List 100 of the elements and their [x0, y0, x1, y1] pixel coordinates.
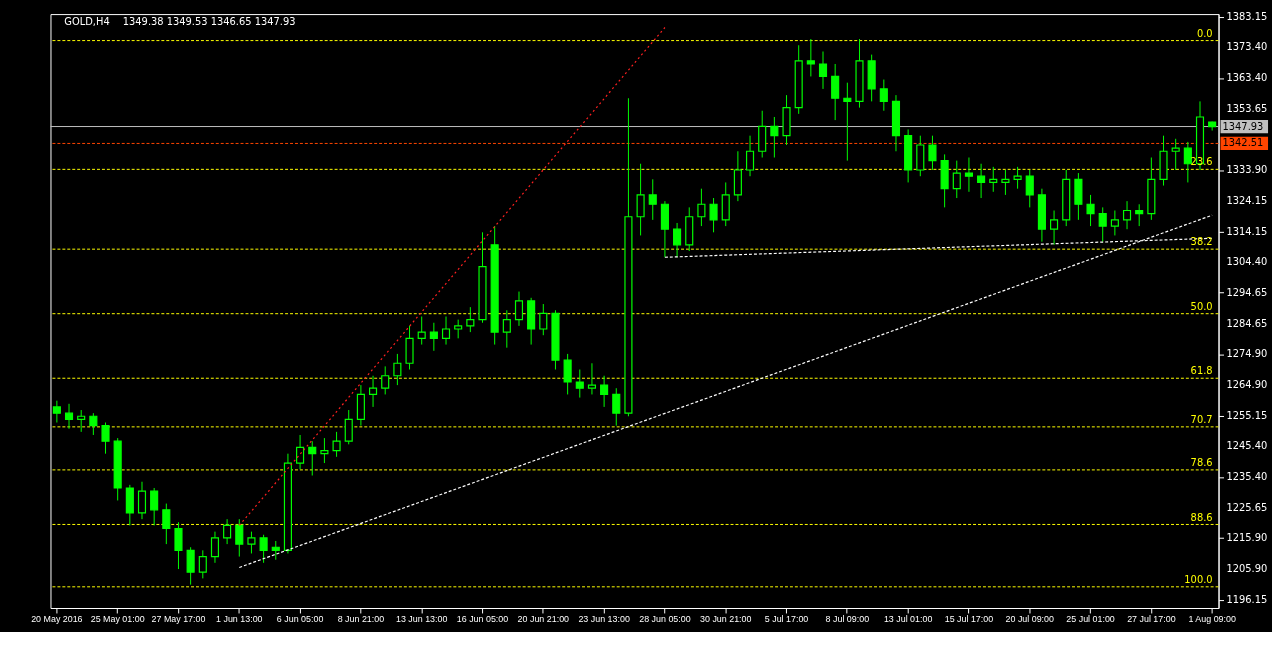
annotation: 100.0: [1184, 573, 1213, 585]
candlestick: [198, 549, 207, 579]
candlestick: [454, 319, 463, 339]
candlestick: [259, 534, 268, 564]
candlestick: [514, 291, 524, 327]
candlestick: [162, 503, 171, 545]
annotation: 0.0: [1196, 27, 1213, 39]
x-tick-label: 25 May 01:00: [90, 614, 145, 625]
candlestick: [1001, 169, 1010, 196]
y-tick-label: 1245.40: [1226, 440, 1268, 452]
candlestick: [1110, 210, 1119, 236]
candlestick: [235, 518, 244, 558]
candlestick: [770, 116, 779, 158]
candlestick: [697, 188, 706, 227]
candlestick: [673, 222, 682, 258]
candlestick: [381, 365, 390, 395]
y-tick-label: 1373.40: [1226, 41, 1268, 53]
x-tick-label: 13 Jun 13:00: [395, 614, 448, 625]
x-tick-label: 15 Jul 17:00: [944, 614, 994, 625]
x-tick-label: 27 May 17:00: [151, 614, 206, 625]
annotation: 61.8: [1190, 365, 1213, 377]
candlestick: [332, 431, 341, 458]
candlestick: [977, 163, 986, 199]
candlestick: [296, 434, 305, 470]
candlestick: [393, 353, 402, 386]
candlestick: [368, 375, 378, 408]
x-tick-label: 8 Jul 09:00: [825, 614, 870, 625]
x-tick-label: 20 Jul 09:00: [1005, 614, 1055, 625]
candlestick: [587, 362, 597, 395]
x-tick-label: 20 Jun 21:00: [517, 614, 570, 625]
candlestick: [879, 79, 888, 112]
x-tick-label: 6 Jun 05:00: [276, 614, 324, 625]
y-tick-label: 1205.90: [1226, 563, 1268, 575]
y-tick-label: 1383.15: [1226, 10, 1268, 22]
candlestick: [186, 546, 195, 586]
y-tick-label: 1264.90: [1226, 379, 1268, 391]
ref-line-label: 1347.93: [1222, 120, 1264, 132]
candlestick: [648, 178, 657, 221]
candlestick: [952, 160, 961, 199]
annotation: 50.0: [1190, 300, 1213, 312]
x-tick-label: 1 Aug 09:00: [1188, 614, 1236, 625]
candlestick: [174, 521, 183, 570]
candlestick: [223, 518, 232, 545]
ref-line-label: 1342.51: [1222, 137, 1264, 149]
candlestick: [843, 82, 852, 162]
candlestick: [612, 387, 621, 427]
candlestick: [320, 437, 329, 464]
y-tick-label: 1324.15: [1226, 194, 1268, 206]
candlestick: [137, 481, 147, 520]
x-tick-label: 28 Jun 05:00: [639, 614, 691, 625]
annotation: 88.6: [1190, 511, 1213, 523]
y-tick-label: 1333.90: [1226, 164, 1268, 176]
candlestick: [210, 531, 220, 564]
candlestick: [1171, 138, 1180, 171]
y-tick-label: 1235.40: [1226, 471, 1268, 483]
candlestick: [429, 322, 438, 352]
chart-subtitle: 1349.38 1349.53 1346.65 1347.93: [122, 15, 296, 27]
candlestick: [502, 309, 511, 349]
candlestick: [247, 531, 256, 554]
y-tick-label: 1284.65: [1226, 317, 1268, 329]
candlestick: [575, 369, 584, 399]
candlestick: [466, 306, 475, 333]
candlestick: [1122, 200, 1132, 230]
candlestick: [1183, 141, 1192, 183]
candlestick: [1135, 203, 1144, 227]
candlestick: [1086, 194, 1095, 227]
candlestick: [344, 409, 353, 445]
y-tick-label: 1294.65: [1226, 286, 1268, 298]
candlestick: [1050, 210, 1059, 246]
candlestick: [89, 412, 98, 436]
chart-title: GOLD,H4: [64, 15, 110, 27]
annotation: 78.6: [1190, 456, 1213, 468]
candlestick: [441, 316, 451, 346]
candlestick: [308, 440, 317, 477]
x-tick-label: 8 Jun 21:00: [337, 614, 385, 625]
x-tick-label: 27 Jul 17:00: [1127, 614, 1176, 625]
candlestick: [1013, 166, 1022, 190]
candlestick: [271, 540, 280, 561]
x-tick-label: 13 Jul 01:00: [883, 614, 933, 625]
x-tick-label: 1 Jun 13:00: [216, 614, 263, 625]
candlestick: [989, 166, 998, 193]
y-tick-label: 1196.15: [1226, 593, 1268, 605]
y-tick-label: 1363.40: [1226, 72, 1268, 84]
annotation: 70.7: [1190, 413, 1213, 425]
candlestick: [818, 51, 828, 90]
x-tick-label: 30 Jun 21:00: [700, 614, 752, 625]
y-tick-label: 1255.15: [1226, 409, 1268, 421]
y-tick-label: 1314.15: [1226, 225, 1268, 237]
x-tick-label: 23 Jun 13:00: [578, 614, 630, 625]
candlestick: [636, 163, 645, 236]
y-tick-label: 1215.90: [1226, 532, 1268, 544]
candlestick: [600, 375, 609, 408]
candlestick: [1025, 169, 1034, 208]
candlestick: [150, 487, 159, 526]
candlestick: [52, 400, 61, 424]
candlestick: [417, 316, 426, 346]
candlestick: [709, 197, 718, 233]
candlestick: [1098, 206, 1107, 243]
candlestick: [928, 135, 937, 171]
candlestick: [101, 422, 110, 455]
